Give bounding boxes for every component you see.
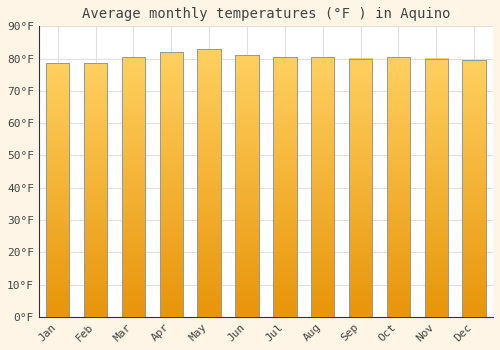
Bar <box>349 58 372 317</box>
Bar <box>84 63 108 317</box>
Bar <box>122 57 145 317</box>
Bar <box>462 60 486 317</box>
Bar <box>273 57 296 317</box>
Bar <box>46 63 70 317</box>
Bar <box>273 57 296 317</box>
Bar <box>46 63 70 317</box>
Bar <box>198 49 221 317</box>
Bar <box>386 57 410 317</box>
Title: Average monthly temperatures (°F ) in Aquino: Average monthly temperatures (°F ) in Aq… <box>82 7 450 21</box>
Bar <box>122 57 145 317</box>
Bar <box>386 57 410 317</box>
Bar <box>236 55 258 317</box>
Bar <box>198 49 221 317</box>
Bar <box>462 60 486 317</box>
Bar <box>160 52 183 317</box>
Bar <box>84 63 108 317</box>
Bar <box>424 58 448 317</box>
Bar <box>349 58 372 317</box>
Bar <box>424 58 448 317</box>
Bar <box>311 57 334 317</box>
Bar <box>236 55 258 317</box>
Bar <box>311 57 334 317</box>
Bar <box>160 52 183 317</box>
